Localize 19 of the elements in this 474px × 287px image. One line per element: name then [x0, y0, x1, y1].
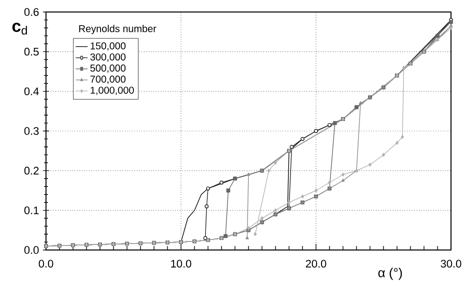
x-tick-label: 20.0 — [306, 260, 326, 268]
y-tick-label: 0.6 — [24, 8, 39, 16]
x-axis-title: α (°) — [378, 268, 402, 280]
y-tick-label: 0.3 — [24, 127, 39, 135]
legend-label: 700,000 — [90, 76, 126, 84]
legend-label: 300,000 — [90, 53, 126, 62]
y-tick-label: 0.2 — [24, 166, 39, 175]
legend-label: 1,000,000 — [90, 86, 134, 95]
legend-label: 500,000 — [90, 64, 126, 73]
y-tick-label: 0.0 — [24, 246, 39, 254]
y-tick-label: 0.1 — [24, 206, 39, 214]
y-tick-label: 0.5 — [24, 48, 39, 56]
x-tick-label: 30.0 — [440, 260, 462, 268]
y-tick-label: 0.4 — [24, 87, 39, 96]
legend-label: 150,000 — [90, 42, 126, 51]
legend-title: Reynolds number — [79, 24, 156, 34]
y-axis-title: c$_{d}$ — [12, 22, 27, 35]
x-tick-label: 0.0 — [38, 260, 54, 268]
x-tick-label: 10.0 — [171, 260, 192, 268]
